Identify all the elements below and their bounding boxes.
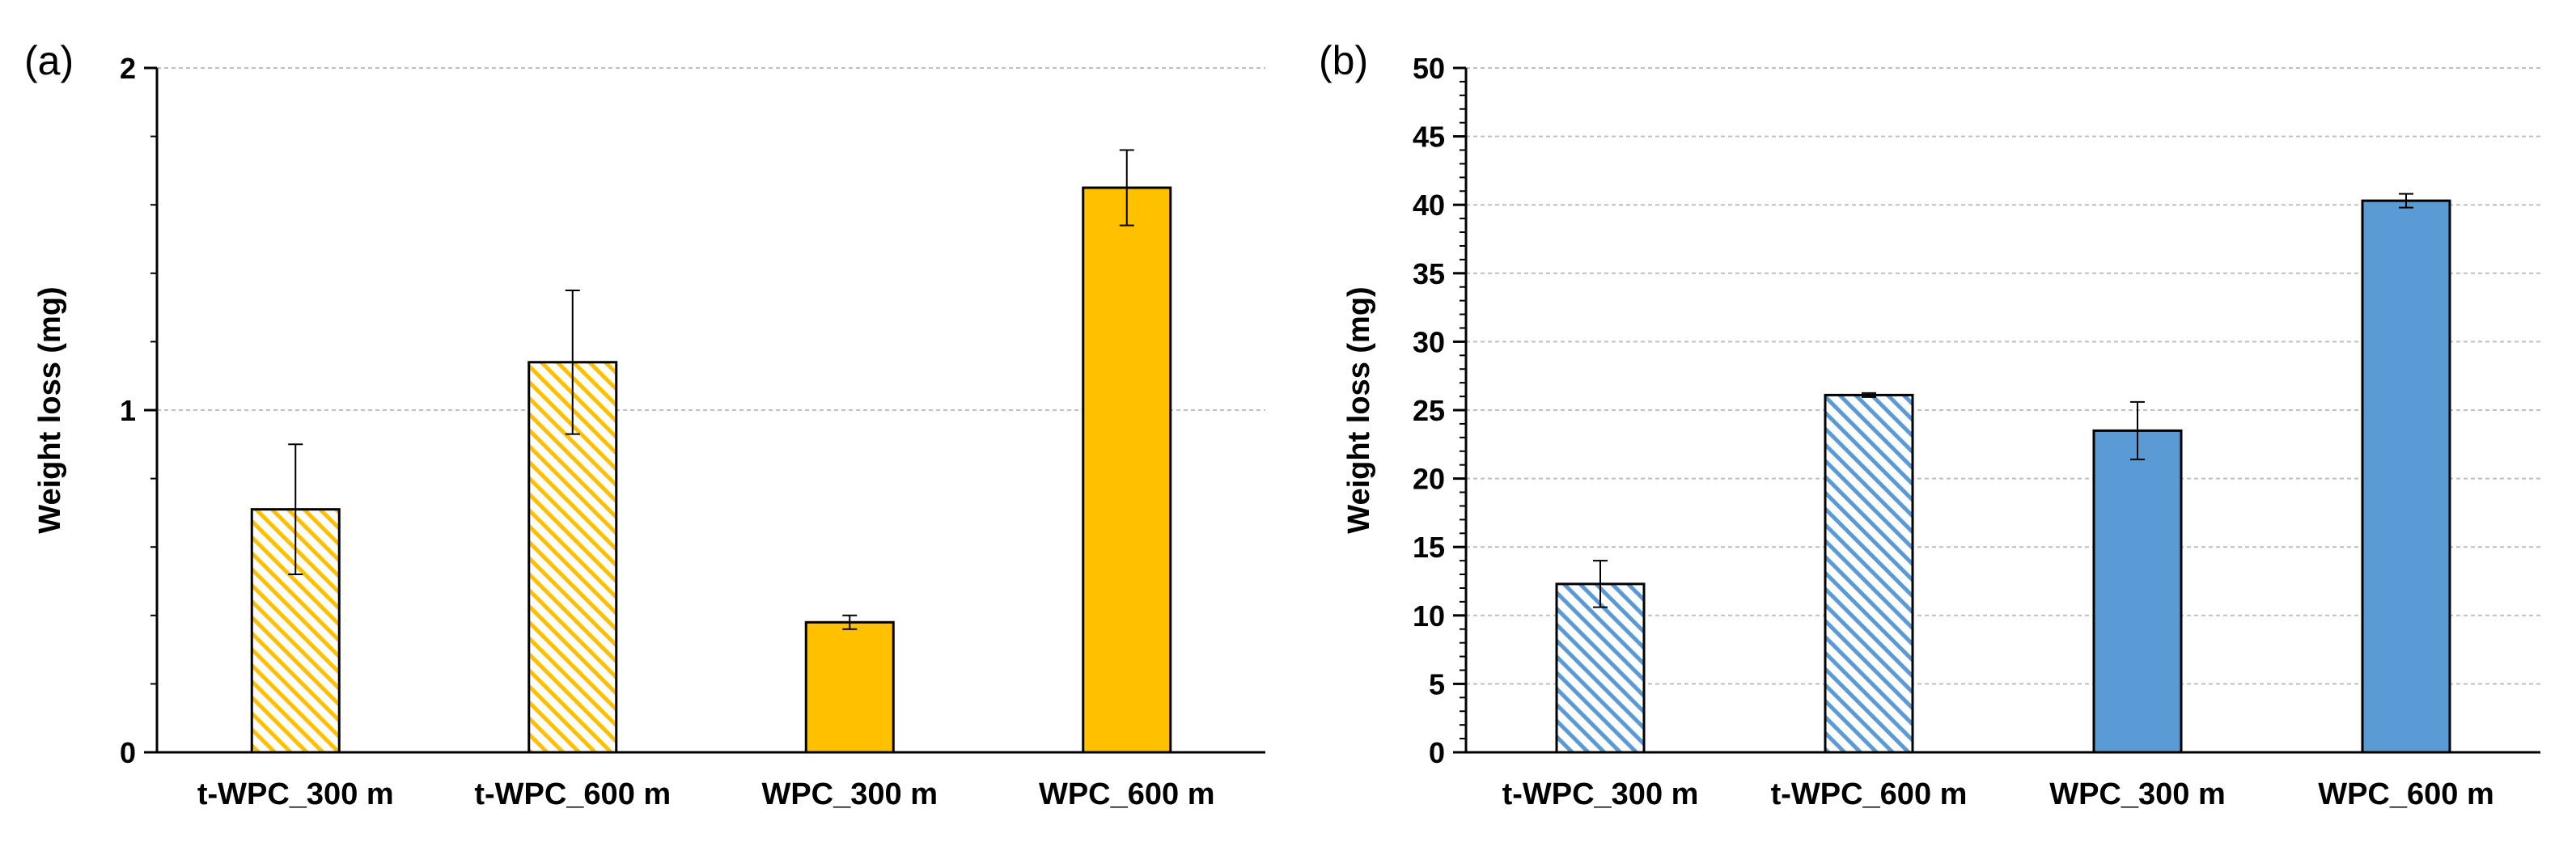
y-tick-label: 15	[1413, 531, 1445, 564]
error-bar-t-WPC_300 m	[288, 443, 303, 576]
error-bar-t-WPC_600 m	[1862, 392, 1876, 398]
y-tick-label: 40	[1413, 188, 1445, 222]
error-bar-WPC_600 m	[2399, 193, 2413, 209]
bar-t-WPC_600 m	[1824, 393, 1914, 754]
error-bar-t-WPC_600 m	[565, 289, 580, 435]
y-axis-label-b: Weight loss (mg)	[1342, 286, 1376, 533]
y-tick-label: 10	[1413, 599, 1445, 633]
x-tick-label: WPC_600 m	[1039, 777, 1215, 811]
x-tick-label: t-WPC_300 m	[1502, 777, 1699, 811]
x-tick-label: t-WPC_600 m	[474, 777, 671, 811]
error-bar-WPC_300 m	[842, 614, 858, 630]
x-tick-labels-b: t-WPC_300 m t-WPC_600 m WPC_300 m WPC_600 m	[1502, 777, 2494, 811]
y-tick-label: 2	[120, 52, 136, 85]
error-bar-WPC_600 m	[1119, 149, 1134, 227]
error-bars-a	[288, 149, 1134, 630]
x-tick-label: WPC_300 m	[2049, 777, 2226, 811]
y-tick-label: 30	[1413, 325, 1445, 358]
bars-b	[1555, 199, 2451, 754]
y-tick-label: 25	[1413, 394, 1445, 427]
gridlines-a	[157, 67, 1265, 411]
y-tick-label: 0	[1429, 736, 1445, 769]
bar-WPC_300 m	[804, 620, 895, 754]
y-tick-label: 35	[1413, 257, 1445, 290]
y-axis-label-a: Weight loss (mg)	[33, 286, 67, 533]
bar-t-WPC_300 m	[1555, 582, 1646, 754]
y-tick-label: 45	[1413, 121, 1445, 154]
error-bars-b	[1593, 193, 2413, 608]
y-tick-label: 5	[1429, 667, 1445, 701]
x-tick-label: WPC_300 m	[761, 777, 938, 811]
bar-WPC_600 m	[1082, 186, 1172, 754]
bars-a	[250, 186, 1172, 754]
y-tick-label: 50	[1413, 52, 1445, 85]
panel-label-b: (b)	[1319, 38, 1368, 83]
x-tick-label: t-WPC_600 m	[1771, 777, 1968, 811]
bar-WPC_600 m	[2361, 199, 2451, 754]
y-tick-label: 20	[1413, 463, 1445, 496]
y-tick-label: 1	[120, 394, 136, 427]
y-ticks-b: 0 5 10 15 20 25 30 35 40 45 50	[1413, 52, 1466, 769]
error-bar-WPC_300 m	[2130, 400, 2145, 460]
bar-t-WPC_300 m	[250, 508, 341, 754]
chart-panel-b: (b) 0 5 10 15 20 25 30 35 40 45 50 Weight loss (mg)…	[1319, 38, 2540, 811]
x-tick-label: t-WPC_300 m	[197, 777, 394, 811]
y-tick-label: 0	[120, 736, 136, 769]
panel-label-a: (a)	[24, 38, 74, 83]
y-ticks-a: 0 1 2	[120, 52, 157, 769]
x-tick-label: WPC_600 m	[2318, 777, 2494, 811]
bar-WPC_300 m	[2092, 429, 2183, 754]
error-bar-t-WPC_300 m	[1593, 560, 1608, 608]
x-tick-labels-a: t-WPC_300 m t-WPC_600 m WPC_300 m WPC_600 m	[197, 777, 1215, 811]
